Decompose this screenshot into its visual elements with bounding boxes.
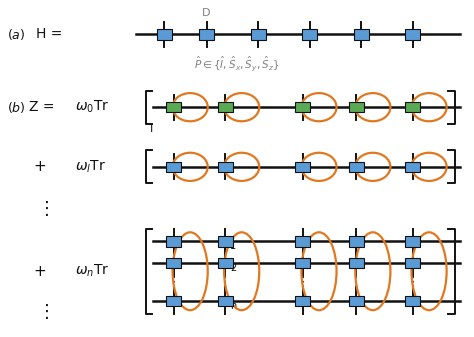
- Text: $(a)$: $(a)$: [8, 27, 26, 42]
- FancyBboxPatch shape: [405, 236, 420, 247]
- FancyBboxPatch shape: [218, 296, 233, 306]
- FancyBboxPatch shape: [295, 258, 310, 268]
- Text: $\vdots$: $\vdots$: [36, 199, 48, 218]
- FancyBboxPatch shape: [295, 102, 310, 113]
- Text: +: +: [33, 264, 46, 279]
- FancyBboxPatch shape: [295, 161, 310, 172]
- FancyBboxPatch shape: [166, 296, 181, 306]
- Text: Z =: Z =: [28, 100, 54, 114]
- FancyBboxPatch shape: [354, 29, 369, 39]
- Text: $\omega_0$Tr: $\omega_0$Tr: [75, 99, 110, 115]
- FancyBboxPatch shape: [251, 29, 265, 39]
- FancyBboxPatch shape: [295, 296, 310, 306]
- FancyBboxPatch shape: [166, 102, 181, 113]
- FancyBboxPatch shape: [405, 296, 420, 306]
- FancyBboxPatch shape: [405, 29, 420, 39]
- Text: $(b)$: $(b)$: [8, 100, 26, 115]
- FancyBboxPatch shape: [218, 258, 233, 268]
- Text: $\omega_n$Tr: $\omega_n$Tr: [75, 263, 110, 279]
- Text: $\hat{P}\in\{\hat{I},\hat{S}_x,\hat{S}_y,\hat{S}_z\}$: $\hat{P}\in\{\hat{I},\hat{S}_x,\hat{S}_y…: [194, 54, 280, 73]
- Text: 1: 1: [230, 241, 236, 251]
- FancyBboxPatch shape: [166, 161, 181, 172]
- FancyBboxPatch shape: [218, 161, 233, 172]
- Text: 2: 2: [230, 263, 236, 273]
- FancyBboxPatch shape: [157, 29, 172, 39]
- FancyBboxPatch shape: [166, 258, 181, 268]
- FancyBboxPatch shape: [349, 236, 364, 247]
- Text: D: D: [202, 8, 211, 18]
- FancyBboxPatch shape: [218, 236, 233, 247]
- Text: n: n: [230, 301, 236, 311]
- Text: I: I: [150, 124, 154, 134]
- FancyBboxPatch shape: [405, 258, 420, 268]
- FancyBboxPatch shape: [405, 161, 420, 172]
- FancyBboxPatch shape: [295, 236, 310, 247]
- Text: $\vdots$: $\vdots$: [36, 302, 48, 321]
- Text: H =: H =: [36, 27, 62, 41]
- FancyBboxPatch shape: [349, 102, 364, 113]
- FancyBboxPatch shape: [218, 102, 233, 113]
- FancyBboxPatch shape: [349, 258, 364, 268]
- FancyBboxPatch shape: [349, 161, 364, 172]
- FancyBboxPatch shape: [405, 102, 420, 113]
- Text: +: +: [33, 159, 46, 174]
- FancyBboxPatch shape: [166, 236, 181, 247]
- FancyBboxPatch shape: [349, 296, 364, 306]
- FancyBboxPatch shape: [199, 29, 214, 39]
- Text: $\omega_l$Tr: $\omega_l$Tr: [75, 159, 106, 175]
- FancyBboxPatch shape: [302, 29, 317, 39]
